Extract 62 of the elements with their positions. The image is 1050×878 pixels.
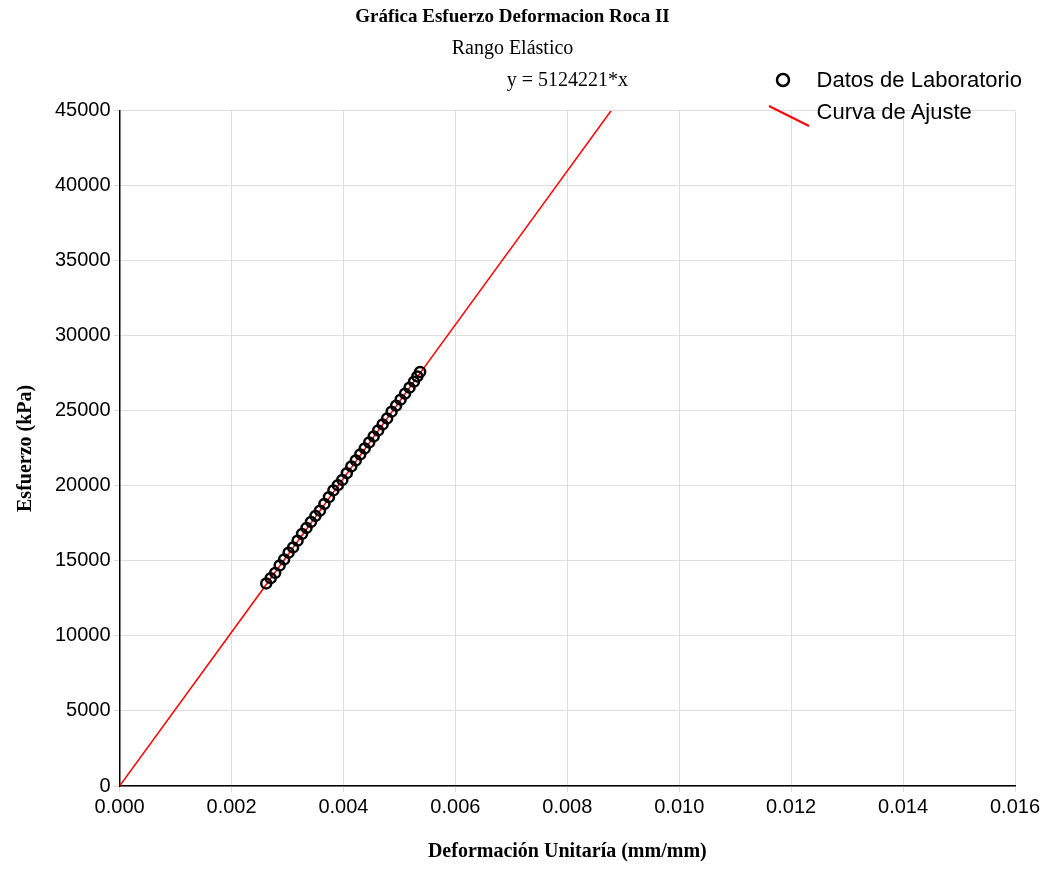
- point: [282, 546, 295, 559]
- point: [398, 387, 412, 400]
- point: [349, 454, 363, 467]
- point: [313, 504, 327, 517]
- point: [358, 442, 371, 455]
- x-tick-label: 0.016: [989, 794, 1041, 817]
- point: [345, 460, 358, 473]
- x-axis-title: Deformación Unitaría (mm/mm): [427, 839, 707, 863]
- chart-title: Gráfica Esfuerzo Deformacion Roca II: [355, 5, 670, 27]
- y-tick-label: 0: [99, 773, 111, 796]
- x-tick-label: 0.010: [654, 794, 705, 817]
- point: [354, 448, 367, 461]
- point: [286, 541, 300, 554]
- x-tick-label: 0.014: [878, 794, 929, 817]
- point: [376, 418, 389, 431]
- legend-label: Curva de Ajuste: [816, 98, 972, 126]
- text: y = 5124221*x: [506, 68, 628, 92]
- point: [327, 484, 340, 497]
- y-tick-label: 20000: [54, 473, 111, 496]
- point: [389, 399, 403, 412]
- legend-label: Datos de Laboratorio: [816, 66, 1022, 94]
- point: [259, 577, 273, 590]
- point: [277, 553, 291, 566]
- chart-subtitle: Rango Elástico: [451, 36, 574, 60]
- point: [385, 405, 398, 418]
- x-tick-label: 0.004: [318, 794, 369, 817]
- point: [407, 375, 421, 388]
- x-tick-label: 0.002: [206, 794, 257, 817]
- x-tick-label: 0.000: [94, 794, 145, 817]
- point: [403, 381, 416, 394]
- point: [322, 490, 336, 504]
- point: [394, 393, 407, 406]
- y-tick-label: 45000: [54, 98, 111, 121]
- point: [380, 412, 394, 425]
- point: [309, 509, 322, 523]
- point: [362, 436, 376, 449]
- x-tick-label: 0.006: [430, 794, 481, 817]
- point: [371, 424, 385, 437]
- y-axis-title: Esfuerzo (kPa): [13, 384, 37, 512]
- y-tick-label: 25000: [54, 398, 111, 421]
- x-tick-label: 0.008: [542, 794, 593, 817]
- y-tick-label: 5000: [66, 698, 111, 721]
- y-tick-label: 30000: [54, 323, 111, 346]
- point: [268, 566, 282, 580]
- point: [413, 365, 427, 379]
- point: [411, 370, 424, 383]
- y-tick-label: 40000: [54, 173, 111, 196]
- y-tick-label: 15000: [54, 548, 111, 571]
- y-tick-label: 10000: [54, 623, 111, 646]
- point: [367, 430, 380, 443]
- y-tick-label: 35000: [54, 248, 111, 271]
- point: [291, 534, 304, 547]
- point: [264, 571, 277, 585]
- point: [336, 473, 349, 487]
- point: [273, 559, 286, 572]
- x-tick-label: 0.012: [766, 794, 817, 817]
- point: [300, 521, 313, 535]
- point: [318, 497, 331, 511]
- point: [295, 527, 309, 541]
- point: [331, 478, 345, 492]
- point: [304, 515, 318, 529]
- point: [340, 466, 354, 480]
